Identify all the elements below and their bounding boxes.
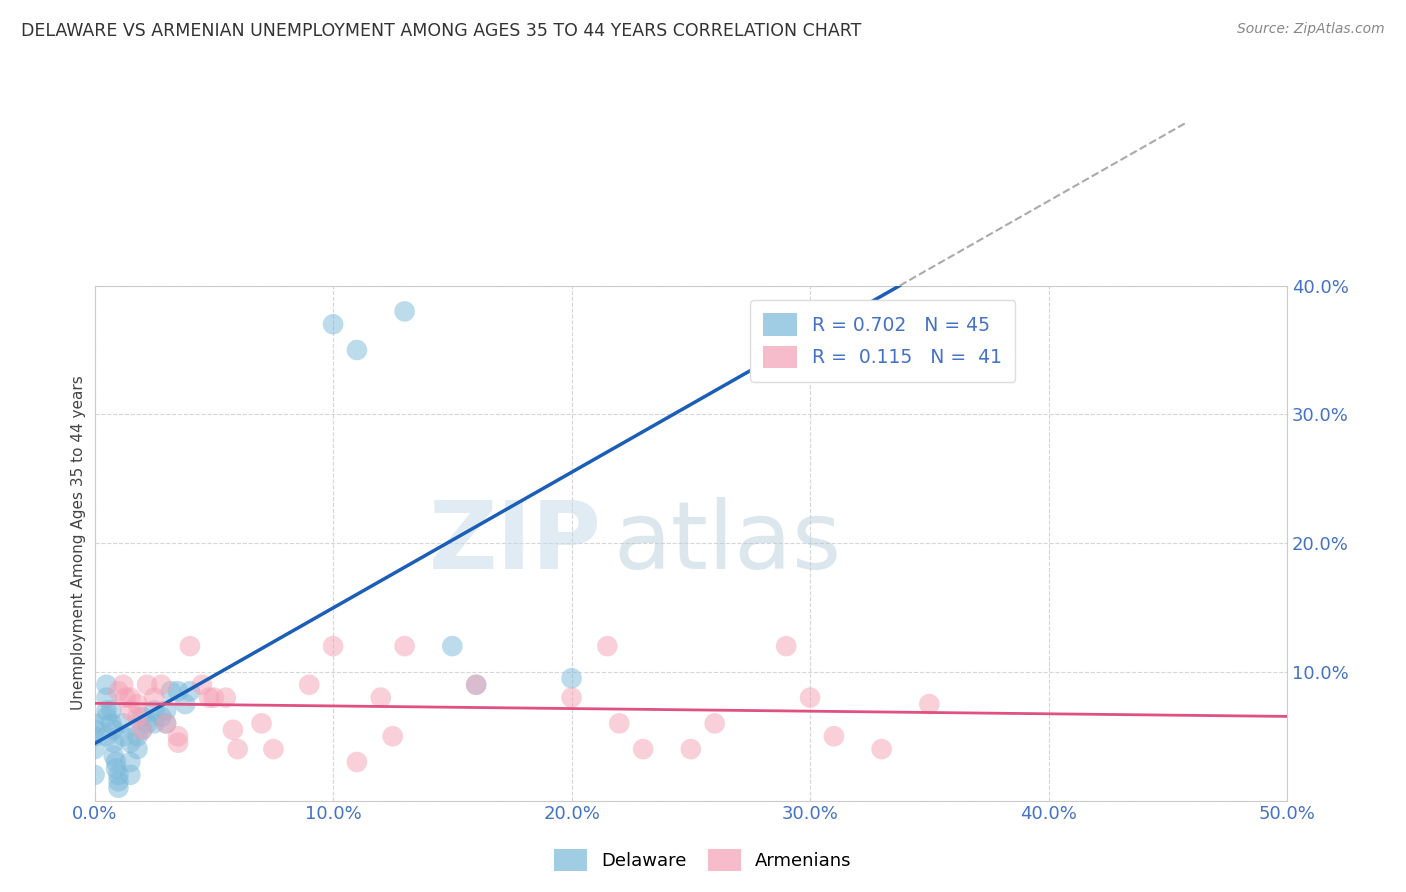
Point: [105, 761, 128, 775]
Point: [143, 704, 166, 718]
Point: [131, 723, 153, 737]
Point: [136, 678, 159, 692]
Legend: R = 0.702   N = 45, R =  0.115   N =  41: R = 0.702 N = 45, R = 0.115 N = 41: [751, 300, 1015, 382]
Point: [120, 690, 142, 705]
Point: [127, 729, 149, 743]
Point: [222, 723, 245, 737]
Point: [441, 639, 464, 653]
Point: [174, 697, 197, 711]
Point: [105, 755, 128, 769]
Point: [160, 684, 183, 698]
Point: [100, 716, 122, 731]
Point: [107, 774, 129, 789]
Point: [561, 671, 583, 685]
Point: [167, 736, 190, 750]
Text: ZIP: ZIP: [429, 497, 602, 589]
Point: [83, 768, 105, 782]
Point: [799, 690, 821, 705]
Point: [96, 690, 118, 705]
Point: [202, 690, 225, 705]
Text: DELAWARE VS ARMENIAN UNEMPLOYMENT AMONG AGES 35 TO 44 YEARS CORRELATION CHART: DELAWARE VS ARMENIAN UNEMPLOYMENT AMONG …: [21, 22, 862, 40]
Point: [136, 716, 159, 731]
Point: [150, 710, 173, 724]
Point: [103, 736, 125, 750]
Point: [346, 343, 368, 357]
Point: [381, 729, 404, 743]
Point: [179, 684, 201, 698]
Point: [191, 678, 214, 692]
Text: Source: ZipAtlas.com: Source: ZipAtlas.com: [1237, 22, 1385, 37]
Text: atlas: atlas: [613, 497, 842, 589]
Point: [322, 639, 344, 653]
Point: [775, 639, 797, 653]
Point: [394, 639, 416, 653]
Point: [96, 729, 118, 743]
Point: [96, 710, 118, 724]
Point: [226, 742, 249, 756]
Point: [131, 723, 153, 737]
Point: [96, 678, 118, 692]
Point: [607, 716, 630, 731]
Point: [167, 729, 190, 743]
Point: [262, 742, 284, 756]
Point: [198, 690, 221, 705]
Point: [143, 716, 166, 731]
Point: [120, 736, 142, 750]
Point: [561, 690, 583, 705]
Point: [150, 678, 173, 692]
Point: [167, 684, 190, 698]
Point: [322, 318, 344, 332]
Point: [83, 723, 105, 737]
Point: [870, 742, 893, 756]
Point: [112, 678, 135, 692]
Point: [107, 780, 129, 795]
Point: [215, 690, 238, 705]
Point: [823, 729, 845, 743]
Point: [127, 742, 149, 756]
Point: [679, 742, 702, 756]
Point: [103, 748, 125, 763]
Point: [465, 678, 488, 692]
Point: [120, 755, 142, 769]
Point: [103, 723, 125, 737]
Point: [120, 768, 142, 782]
Point: [107, 684, 129, 698]
Point: [127, 710, 149, 724]
Point: [465, 678, 488, 692]
Point: [155, 716, 177, 731]
Y-axis label: Unemployment Among Ages 35 to 44 years: Unemployment Among Ages 35 to 44 years: [72, 376, 86, 711]
Point: [131, 710, 153, 724]
Point: [96, 704, 118, 718]
Point: [100, 704, 122, 718]
Point: [370, 690, 392, 705]
Point: [596, 639, 619, 653]
Point: [127, 697, 149, 711]
Point: [112, 729, 135, 743]
Point: [83, 729, 105, 743]
Point: [143, 690, 166, 705]
Point: [703, 716, 725, 731]
Point: [631, 742, 654, 756]
Point: [114, 690, 136, 705]
Point: [107, 768, 129, 782]
Point: [112, 716, 135, 731]
Point: [120, 704, 142, 718]
Point: [179, 639, 201, 653]
Point: [298, 678, 321, 692]
Point: [155, 716, 177, 731]
Point: [155, 704, 177, 718]
Point: [918, 697, 941, 711]
Point: [83, 716, 105, 731]
Point: [394, 304, 416, 318]
Point: [250, 716, 273, 731]
Legend: Delaware, Armenians: Delaware, Armenians: [547, 842, 859, 879]
Point: [346, 755, 368, 769]
Point: [83, 742, 105, 756]
